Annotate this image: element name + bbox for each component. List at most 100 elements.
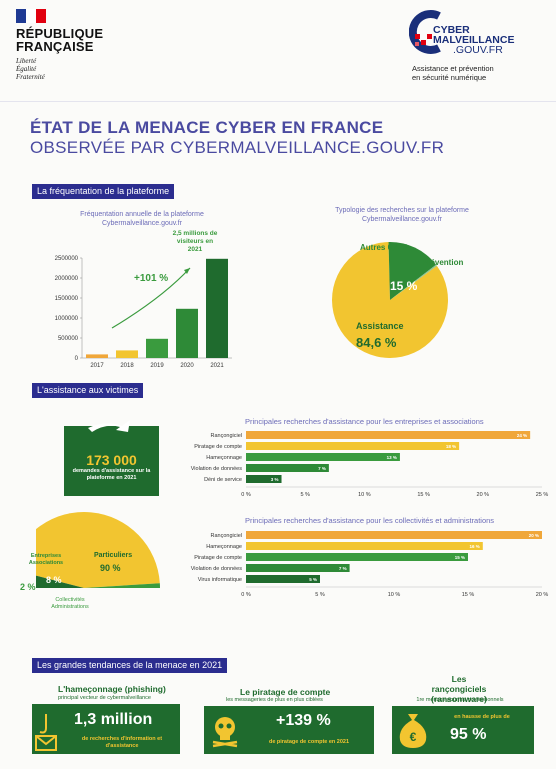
- bar-category-label: Déni de service: [204, 477, 242, 483]
- x-tick-label: 2017: [90, 363, 104, 369]
- svg-text:€: €: [410, 730, 417, 744]
- half-pie-label-particuliers: Particuliers: [94, 552, 133, 559]
- french-flag-icon: [16, 9, 46, 23]
- entreprises-bar-chart: Rançongiciel 24 % Piratage de compte 18 % Ha…: [191, 431, 549, 498]
- section-tendances-header: Les grandes tendances de la menace en 20…: [32, 658, 228, 673]
- bar-category-label: Piratage de compte: [194, 555, 242, 561]
- bar-value-label: 7 %: [318, 466, 326, 471]
- pie-label-autres: Autres 0,4 %: [360, 243, 409, 252]
- bar-Piratage de compte: [246, 442, 460, 450]
- motto: Liberté Égalité Fraternité: [16, 57, 45, 81]
- x-tick-label: 0 %: [241, 592, 251, 598]
- bar-category-label: Rançongiciel: [211, 533, 243, 539]
- trend3-box: € en hausse de plus de 95 %: [392, 706, 534, 754]
- trend3-caption: en hausse de plus de: [454, 714, 510, 720]
- collectivites-bar-chart: Rançongiciel 20 % Hameçonnage 16 % Piratage …: [191, 531, 549, 598]
- trend3-value: 95 %: [450, 726, 487, 743]
- trend1-box: 1,3 million de recherches d'information …: [32, 704, 180, 754]
- bar-value-label: 7 %: [339, 566, 347, 571]
- tagline-line2: en sécurité numérique: [412, 73, 487, 82]
- republique-francaise-logo: RÉPUBLIQUE FRANÇAISE: [16, 27, 103, 53]
- bar-value-label: 5 %: [309, 577, 317, 582]
- trend1-caption: de recherches d'information et d'assista…: [81, 736, 163, 749]
- bar-2018: [116, 350, 138, 358]
- motto-egalite: Égalité: [16, 65, 37, 73]
- cybermalveillance-brand: CYBER MALVEILLANCE .GOUV.FR: [433, 25, 515, 56]
- bar-Virus informatique: [246, 575, 320, 583]
- bar-category-label: Violation de données: [191, 466, 243, 472]
- tagline: Assistance et prévention en sécurité num…: [412, 64, 494, 82]
- assistance-big-number: 173 000: [86, 452, 137, 468]
- bar-value-label: 16 %: [470, 544, 480, 549]
- bar-category-label: Piratage de compte: [194, 444, 242, 450]
- x-tick-label: 2021: [210, 363, 224, 369]
- bar-value-label: 15 %: [455, 555, 465, 560]
- republic-line1: RÉPUBLIQUE: [16, 26, 104, 41]
- bar-2019: [146, 338, 168, 358]
- x-tick-label: 15 %: [417, 492, 430, 498]
- trend3-subtitle: 1re menace pour les professionnels: [416, 697, 504, 703]
- victim-type-half-pie: [36, 512, 160, 588]
- search-type-pie: [332, 242, 448, 358]
- bar-Piratage de compte: [246, 553, 468, 561]
- envelope-hook-icon: [35, 714, 57, 751]
- pie-value-assistance: 84,6 %: [356, 335, 397, 350]
- bar-Hameçonnage: [246, 453, 400, 461]
- trend1-value: 1,3 million: [74, 711, 153, 728]
- pie-slice-autres: [390, 264, 437, 300]
- y-tick-label: 2500000: [55, 256, 79, 262]
- bar-Hameçonnage: [246, 542, 483, 550]
- half-pie-slice-collectivites: [84, 583, 160, 588]
- bar-category-label: Virus informatique: [198, 577, 242, 583]
- trend1-subtitle: principal vecteur de cybermalveillance: [58, 695, 151, 701]
- title-line1: ÉTAT DE LA MENACE CYBER EN FRANCE: [30, 118, 384, 137]
- brand-line2: MALVEILLANCE: [433, 34, 515, 46]
- x-tick-label: 25 %: [536, 492, 549, 498]
- y-tick-label: 1000000: [55, 316, 79, 322]
- trend1-title: L'hameçonnage (phishing): [58, 684, 166, 694]
- bar-Violation de données: [246, 564, 350, 572]
- x-tick-label: 5 %: [315, 592, 325, 598]
- bar-value-label: 3 %: [271, 477, 279, 482]
- pie-slice-prevention: [388, 242, 437, 300]
- bar-category-label: Violation de données: [191, 566, 243, 572]
- x-tick-label: 2019: [150, 363, 164, 369]
- trend2-box: +139 % de piratage de compte en 2021: [204, 706, 374, 754]
- motto-liberte: Liberté: [16, 57, 37, 65]
- brand-line3: .GOUV.FR: [453, 44, 503, 56]
- money-bag-icon: €: [399, 714, 427, 748]
- half-pie-value-collectivites: 2 %: [20, 582, 36, 592]
- growth-label: +101 %: [134, 273, 169, 284]
- half-pie-label-entreprises: Entreprises Associations: [28, 553, 64, 566]
- bar-value-label: 20 %: [529, 533, 539, 538]
- bar-chart-caption: Fréquentation annuelle de la plateforme …: [80, 211, 204, 227]
- pie-slice-assistance: [332, 242, 448, 358]
- cybermalveillance-logo-icon: [409, 10, 441, 54]
- x-tick-label: 15 %: [462, 592, 475, 598]
- page-title: ÉTAT DE LA MENACE CYBER EN FRANCE OBSERV…: [30, 118, 444, 158]
- visits-bar-chart: 0 500000 1000000 1500000 2000000 2500000 2017 2…: [55, 256, 232, 369]
- bar-2017: [86, 354, 108, 358]
- section-frequentation-header: La fréquentation de la plateforme: [32, 184, 175, 199]
- x-tick-label: 20 %: [536, 592, 549, 598]
- bar-Rançongiciel: [246, 431, 531, 439]
- bar-2021: [206, 258, 228, 358]
- bar-value-label: 24 %: [517, 433, 527, 438]
- title-line2: OBSERVÉE PAR CYBERMALVEILLANCE.GOUV.FR: [30, 138, 445, 157]
- bar-category-label: Rançongiciel: [211, 433, 243, 439]
- cursor-arrow-icon: [88, 420, 130, 432]
- bar-Déni de service: [246, 475, 282, 483]
- bar-Rançongiciel: [246, 531, 542, 539]
- bar-2020: [176, 308, 198, 358]
- x-tick-label: 2020: [180, 363, 194, 369]
- x-tick-label: 2018: [120, 363, 134, 369]
- y-tick-label: 1500000: [55, 296, 79, 302]
- y-tick-label: 0: [75, 356, 79, 362]
- y-tick-label: 500000: [58, 336, 79, 342]
- half-pie-value-entreprises: 8 %: [46, 575, 62, 585]
- trend3-title: Les rançongiciels (ransomware): [431, 674, 487, 704]
- republic-line2: FRANÇAISE: [16, 39, 94, 54]
- x-tick-label: 20 %: [477, 492, 490, 498]
- trend2-title: Le piratage de compte: [240, 687, 331, 697]
- assistance-big-caption: demandes d'assistance sur la plateforme …: [72, 468, 151, 481]
